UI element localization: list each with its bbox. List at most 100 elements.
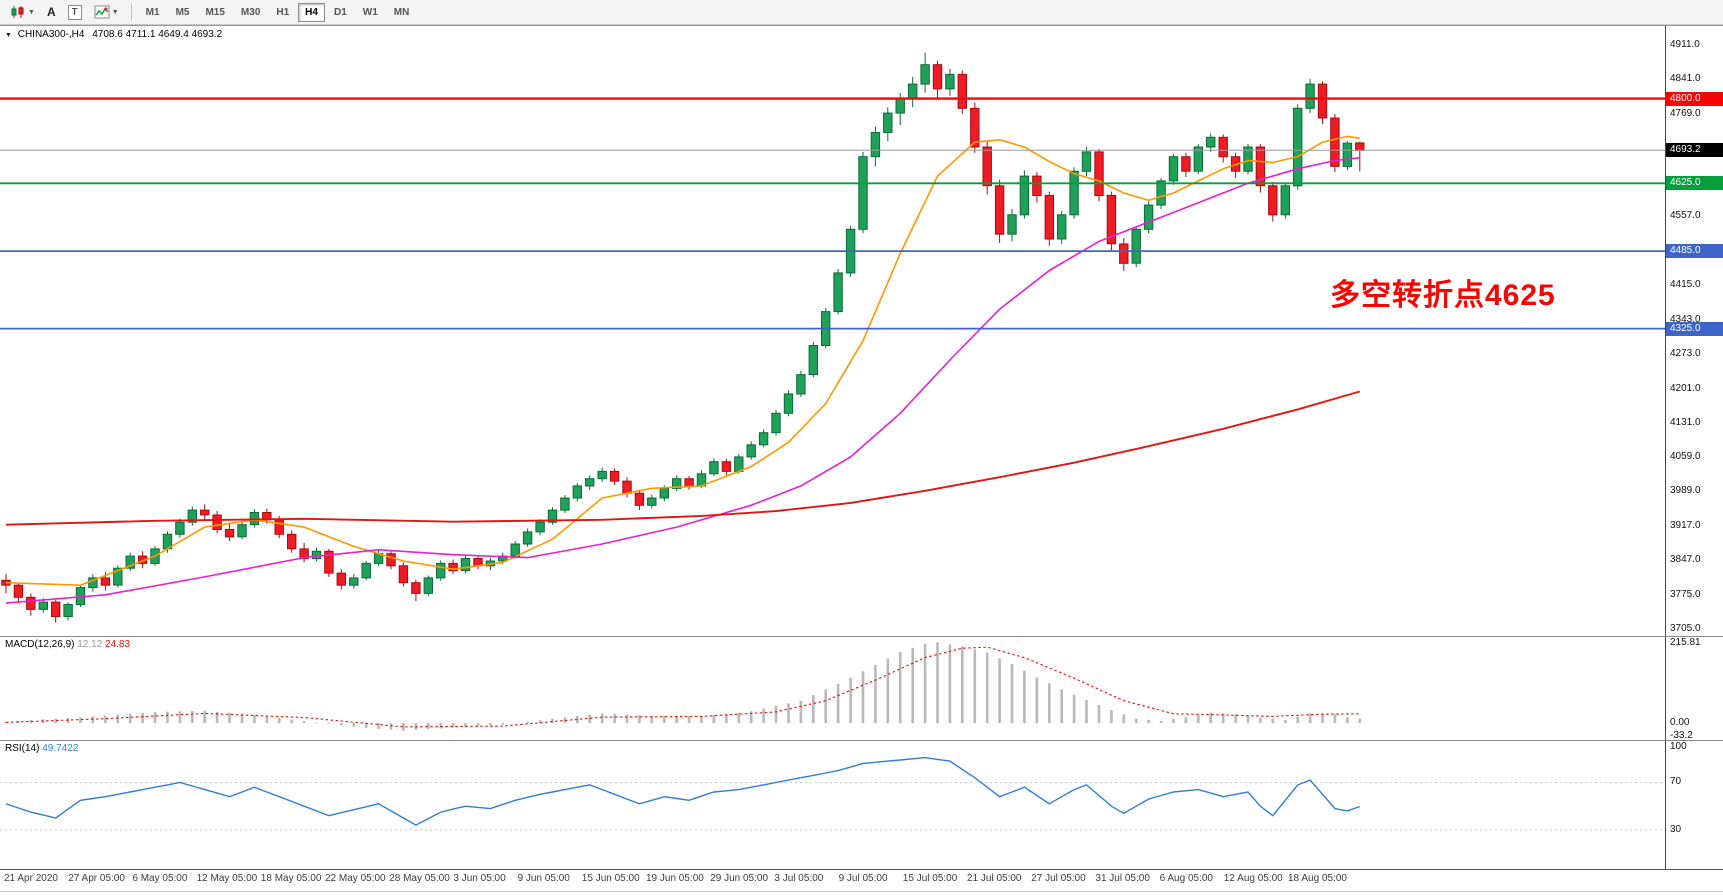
price-chart-plot[interactable]: ▼ CHINA300-,H4 4708.6 4711.1 4649.4 4693…: [0, 26, 1665, 636]
price-badge-4625.0: 4625.0: [1666, 176, 1723, 191]
rsi-panel: RSI(14) 49.7422 100 70 30: [0, 741, 1723, 870]
rsi-tick: 100: [1670, 741, 1687, 752]
ma-fast-orange: [5, 135, 1360, 587]
time-axis-label: 6 Aug 05:00: [1159, 873, 1213, 884]
time-axis-label: 18 Aug 05:00: [1288, 873, 1347, 884]
price-tick: 3847.0: [1670, 553, 1701, 565]
chart-title: ▼ CHINA300-,H4 4708.6 4711.1 4649.4 4693…: [5, 29, 222, 40]
macd-signal-value: 24.83: [105, 639, 131, 650]
price-tick: 3775.0: [1670, 588, 1701, 600]
price-badge-4485.0: 4485.0: [1666, 244, 1723, 259]
timeframe-button-m1[interactable]: M1: [145, 6, 160, 18]
time-axis-label: 12 May 05:00: [196, 873, 258, 884]
price-tick: 4059.0: [1670, 451, 1701, 463]
timeframe-group: M1 M5 M15 M30 H1 H4 D1 W1 MN: [138, 2, 418, 22]
rsi-svg: [0, 756, 1665, 831]
timeframe-button-w1[interactable]: W1: [362, 6, 378, 18]
toolbar: ▼ A T ▼ M1 M5 M15 M30 H1 H4 D1 W1 MN: [0, 0, 1723, 25]
time-axis[interactable]: 21 Apr 2020 27 Apr 05:00 6 May 05:00 12 May…: [0, 870, 1723, 887]
price-tick: 3917.0: [1670, 520, 1701, 532]
chevron-down-icon: ▼: [111, 8, 119, 16]
price-tick: 4201.0: [1670, 382, 1701, 394]
macd-axis: 215.81 0.00 -33.2: [1665, 637, 1723, 741]
macd-svg: [4, 642, 1362, 731]
price-tick: 4841.0: [1670, 72, 1701, 84]
chevron-down-icon: ▼: [28, 8, 35, 16]
time-axis-label: 27 Apr 05:00: [68, 873, 125, 884]
candlestick-chart-icon: [11, 6, 24, 18]
time-axis-label: 27 Jul 05:00: [1031, 873, 1086, 884]
price-tick: 4343.0: [1670, 313, 1701, 325]
toolbar-separator: [130, 3, 132, 21]
price-tick: 4911.0: [1670, 38, 1700, 50]
time-axis-label: 31 Jul 05:00: [1095, 873, 1150, 884]
rsi-tick: 70: [1670, 776, 1682, 788]
macd-name: MACD(12,26,9): [5, 639, 75, 650]
price-badge-4800.0: 4800.0: [1666, 91, 1723, 106]
price-axis: 4911.0 4841.0 4769.0 4557.0 4415.0 4343.0 4273…: [1665, 26, 1723, 636]
timeframe-button-h1[interactable]: H1: [276, 6, 290, 18]
time-axis-label: 3 Jun 05:00: [453, 873, 506, 884]
time-axis-label: 3 Jul 05:00: [774, 873, 824, 884]
collapse-triangle-icon[interactable]: ▼: [5, 32, 12, 39]
time-axis-label: 9 Jul 05:00: [838, 873, 888, 884]
macd-plot[interactable]: MACD(12,26,9) 12.12 24.83: [0, 637, 1665, 740]
rsi-value: 49.7422: [42, 743, 79, 754]
timeframe-button-mn[interactable]: MN: [393, 6, 410, 18]
timeframe-button-m30[interactable]: M30: [240, 6, 261, 18]
time-axis-label: 21 Jul 05:00: [967, 873, 1022, 884]
chart-area: ▼ CHINA300-,H4 4708.6 4711.1 4649.4 4693…: [0, 25, 1723, 895]
time-axis-label: 15 Jun 05:00: [581, 873, 640, 884]
rsi-name: RSI(14): [5, 743, 40, 754]
chart-type-button[interactable]: ▼: [5, 2, 40, 22]
time-axis-label: 28 May 05:00: [389, 873, 450, 884]
price-tick: 4131.0: [1670, 416, 1701, 428]
timeframe-button-d1[interactable]: D1: [333, 6, 347, 18]
cursor-tool-button[interactable]: A: [42, 2, 61, 22]
time-axis-label: 6 May 05:00: [132, 873, 188, 884]
main-chart-panel: ▼ CHINA300-,H4 4708.6 4711.1 4649.4 4693…: [0, 26, 1723, 637]
chart-annotation-text[interactable]: 多空转折点4625: [1330, 279, 1556, 312]
timeframe-button-h4[interactable]: H4: [298, 2, 325, 22]
window-bottom-strip: [0, 887, 1723, 895]
rsi-label: RSI(14) 49.7422: [5, 743, 78, 754]
indicators-icon: [94, 5, 110, 19]
price-tick: 4769.0: [1670, 107, 1701, 119]
ma-slow-red: [5, 390, 1361, 526]
window-bottom-border: [0, 891, 1723, 892]
cursor-tool-label: A: [46, 5, 56, 19]
price-chart-svg: [0, 52, 1665, 623]
time-axis-label: 15 Jul 05:00: [902, 873, 958, 884]
candles: [1, 52, 1365, 623]
rsi-tick: 30: [1670, 823, 1682, 835]
rsi-plot[interactable]: RSI(14) 49.7422: [0, 741, 1665, 869]
text-tool-label: T: [67, 4, 82, 20]
macd-label: MACD(12,26,9) 12.12 24.83: [5, 639, 130, 650]
time-axis-label: 29 Jun 05:00: [710, 873, 769, 884]
macd-main-value: 12.12: [77, 639, 103, 650]
timeframe-button-m5[interactable]: M5: [175, 6, 190, 18]
time-axis-label: 12 Aug 05:00: [1223, 873, 1283, 884]
ma-mid-magenta: [5, 156, 1360, 604]
rsi-line: [5, 756, 1361, 826]
macd-histogram: [4, 642, 1362, 731]
macd-signal-line: [5, 646, 1360, 728]
time-axis-label: 18 May 05:00: [260, 873, 322, 884]
price-tick: 4557.0: [1670, 210, 1701, 222]
price-tick: 3705.0: [1670, 622, 1701, 634]
time-axis-label: 19 Jun 05:00: [646, 873, 704, 884]
text-tool-button[interactable]: T: [63, 2, 87, 22]
time-axis-label: 22 May 05:00: [325, 873, 386, 884]
time-axis-label: 9 Jun 05:00: [517, 873, 570, 884]
timeframe-button-m15[interactable]: M15: [205, 6, 225, 18]
time-axis-label: 21 Apr 2020: [4, 873, 58, 884]
price-tick: 3989.0: [1670, 485, 1701, 497]
price-tick: 4415.0: [1670, 279, 1701, 290]
indicators-button[interactable]: ▼: [89, 2, 124, 22]
price-badge-4325.0: 4325.0: [1666, 321, 1723, 336]
price-badge-4693.2: 4693.2: [1666, 143, 1723, 158]
macd-tick: 215.81: [1670, 637, 1701, 648]
macd-tick: 0.00: [1670, 717, 1690, 729]
macd-panel: MACD(12,26,9) 12.12 24.83 215.81 0.00 -33.…: [0, 637, 1723, 741]
